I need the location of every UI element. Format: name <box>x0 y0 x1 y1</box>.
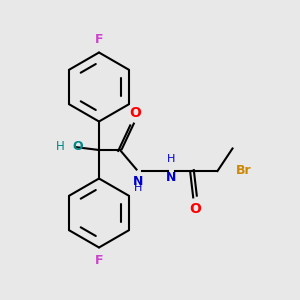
Text: N: N <box>133 175 143 188</box>
Text: O: O <box>189 202 201 216</box>
Text: H: H <box>56 140 65 154</box>
Text: F: F <box>95 254 103 267</box>
Text: O: O <box>129 106 141 120</box>
Text: N: N <box>166 171 176 184</box>
Text: Br: Br <box>236 164 251 178</box>
Text: H: H <box>134 183 142 193</box>
Text: F: F <box>95 33 103 46</box>
Text: O: O <box>72 140 83 154</box>
Text: H: H <box>167 154 175 164</box>
